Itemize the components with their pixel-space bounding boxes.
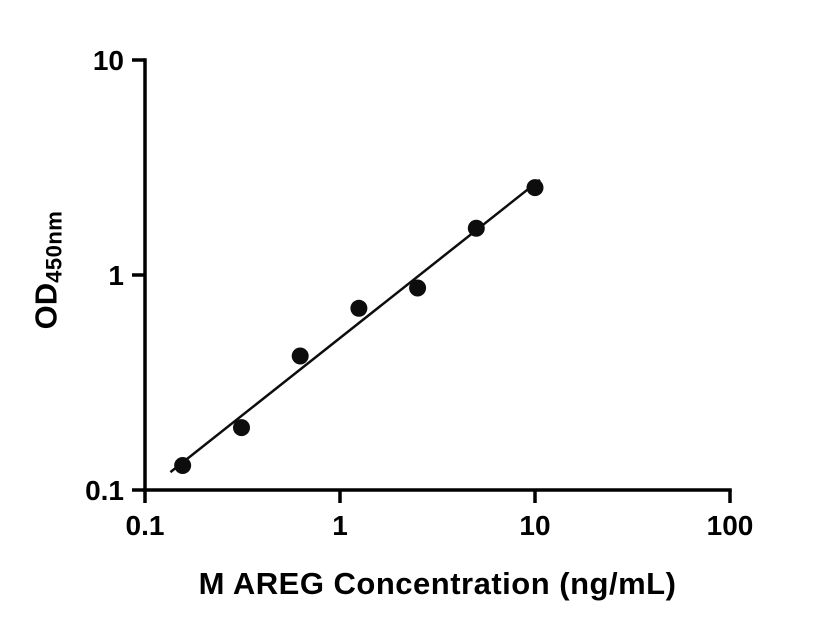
data-point (409, 279, 427, 297)
y-tick-label: 1 (108, 260, 124, 291)
x-tick-label: 1 (332, 510, 348, 541)
data-point (291, 347, 309, 365)
data-point (174, 457, 192, 475)
trend-line (169, 178, 541, 474)
y-tick-label: 0.1 (85, 475, 124, 506)
y-tick-label: 10 (93, 45, 124, 76)
x-axis-label: M AREG Concentration (ng/mL) (198, 566, 677, 601)
y-axis-label: OD450nm (29, 211, 68, 330)
y-axis-label-subscript: 450nm (41, 210, 67, 283)
x-tick-label: 10 (519, 510, 550, 541)
data-point (526, 179, 544, 197)
data-point (350, 299, 368, 317)
data-point (467, 219, 485, 237)
y-axis-label-main: OD (28, 282, 64, 330)
data-point (232, 419, 250, 437)
x-tick-label: 100 (707, 510, 754, 541)
x-tick-label: 0.1 (126, 510, 165, 541)
